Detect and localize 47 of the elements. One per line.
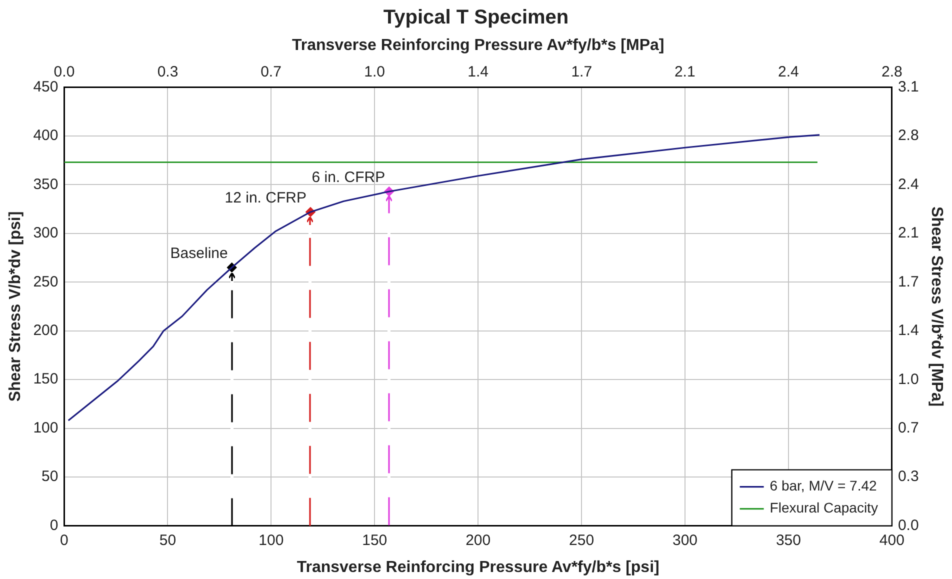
y-tick-label: 150	[33, 370, 58, 388]
y2-tick-label: 3.1	[898, 78, 919, 96]
y2-tick-label: 1.7	[898, 273, 919, 290]
annotation: Baseline	[170, 245, 228, 262]
chart-title: Typical T Specimen	[383, 6, 569, 29]
legend-label: Flexural Capacity	[770, 500, 878, 516]
x-tick-label: 50	[159, 532, 176, 549]
x2-tick-label: 2.1	[674, 63, 696, 80]
y-tick-label: 0	[50, 516, 58, 534]
y-tick-label: 200	[33, 322, 58, 340]
y-tick-label: 450	[33, 78, 58, 96]
x-tick-label: 400	[879, 532, 904, 549]
x2-tick-label: 1.4	[468, 63, 489, 80]
y2-tick-label: 2.8	[898, 127, 919, 144]
x2-tick-label: 1.0	[364, 63, 385, 80]
y-axis-title: Shear Stress V/b*dv [psi]	[7, 211, 24, 402]
x2-tick-label: 0.7	[260, 63, 282, 80]
x-tick-label: 200	[466, 532, 491, 549]
y2-axis-title: Shear Stress V/b*dv [MPa]	[928, 206, 945, 407]
y2-tick-label: 2.1	[898, 224, 919, 242]
y2-tick-label: 2.4	[898, 176, 919, 193]
x2-tick-label: 2.8	[882, 63, 902, 80]
x-tick-label: 300	[672, 532, 698, 549]
legend-label: 6 bar, M/V = 7.42	[770, 478, 878, 494]
y-tick-label: 250	[33, 273, 58, 290]
x-tick-label: 350	[776, 532, 801, 549]
x-tick-label: 150	[362, 532, 388, 549]
y2-tick-label: 1.4	[898, 322, 919, 340]
x2-tick-label: 2.4	[778, 63, 799, 80]
y2-tick-label: 0.3	[898, 468, 919, 486]
x-tick-label: 100	[258, 532, 284, 549]
y2-tick-label: 0.7	[898, 420, 919, 437]
y-tick-label: 300	[33, 224, 58, 242]
annotation: 6 in. CFRP	[312, 169, 386, 186]
x-tick-label: 250	[569, 532, 594, 549]
y-tick-label: 50	[42, 468, 58, 486]
y-tick-label: 100	[33, 419, 58, 436]
y2-tick-label: 0.0	[898, 516, 919, 534]
annotation: 12 in. CFRP	[224, 190, 306, 207]
x2-tick-label: 1.7	[571, 63, 592, 80]
x2-tick-label: 0.0	[54, 63, 75, 80]
x-axis-title: Transverse Reinforcing Pressure Av*fy/b*s [psi]	[296, 558, 660, 576]
y-tick-label: 350	[33, 176, 58, 193]
y2-tick-label: 1.0	[898, 370, 919, 388]
x2-axis-title: Transverse Reinforcing Pressure Av*fy/b*s [MPa]	[292, 37, 664, 54]
y-tick-label: 400	[33, 127, 58, 144]
x2-tick-label: 0.3	[157, 63, 178, 80]
